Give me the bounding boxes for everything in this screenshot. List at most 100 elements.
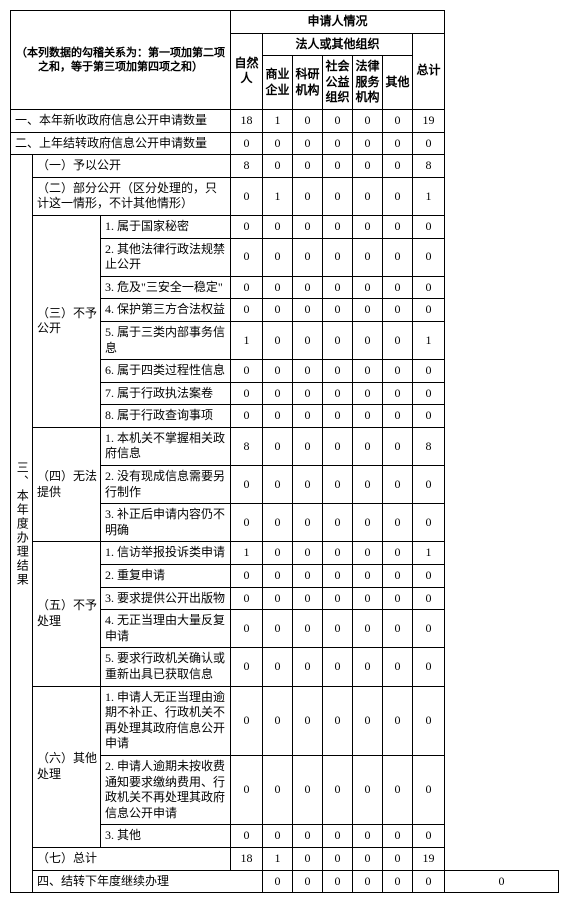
cell: 0 bbox=[293, 215, 323, 238]
cell: 0 bbox=[353, 427, 383, 465]
cell: 0 bbox=[231, 132, 263, 155]
cell: 0 bbox=[383, 825, 413, 848]
cell: 0 bbox=[231, 565, 263, 588]
cell: 0 bbox=[323, 382, 353, 405]
cell: 0 bbox=[383, 155, 413, 178]
header-total: 总计 bbox=[413, 33, 445, 109]
label-r3-title: 三、本年度办理结果 bbox=[11, 155, 33, 893]
cell: 0 bbox=[293, 870, 323, 893]
cell: 0 bbox=[231, 610, 263, 648]
header-sub-c2: 科研机构 bbox=[293, 56, 323, 110]
header-sub-c1: 商业企业 bbox=[263, 56, 293, 110]
cell: 0 bbox=[383, 870, 413, 893]
cell: 1 bbox=[413, 542, 445, 565]
cell: 0 bbox=[353, 321, 383, 359]
cell: 0 bbox=[323, 610, 353, 648]
label-r3-3-1: 1. 属于国家秘密 bbox=[101, 215, 231, 238]
label-r3-5: （五）不予处理 bbox=[33, 542, 101, 686]
label-r3-3-8: 8. 属于行政查询事项 bbox=[101, 405, 231, 428]
cell: 0 bbox=[293, 610, 323, 648]
cell: 0 bbox=[353, 686, 383, 755]
cell: 0 bbox=[413, 587, 445, 610]
cell: 0 bbox=[383, 405, 413, 428]
header-sub-c4: 法律服务机构 bbox=[353, 56, 383, 110]
cell: 0 bbox=[383, 238, 413, 276]
cell: 0 bbox=[231, 276, 263, 299]
cell: 0 bbox=[263, 587, 293, 610]
cell: 0 bbox=[383, 504, 413, 542]
cell: 0 bbox=[263, 466, 293, 504]
cell: 0 bbox=[323, 870, 353, 893]
row-r4: 四、结转下年度继续办理 0 0 0 0 0 0 0 bbox=[11, 870, 559, 893]
cell: 0 bbox=[323, 565, 353, 588]
row-r3-1: 三、本年度办理结果 （一）予以公开 8 0 0 0 0 0 8 bbox=[11, 155, 559, 178]
cell: 0 bbox=[231, 648, 263, 686]
cell: 8 bbox=[231, 427, 263, 465]
label-r2: 二、上年结转政府信息公开申请数量 bbox=[11, 132, 231, 155]
cell: 0 bbox=[263, 870, 293, 893]
label-r3-3-7: 7. 属于行政执法案卷 bbox=[101, 382, 231, 405]
cell: 19 bbox=[413, 847, 445, 870]
label-r3-3-4: 4. 保护第三方合法权益 bbox=[101, 299, 231, 322]
cell: 0 bbox=[353, 755, 383, 824]
cell: 0 bbox=[413, 132, 445, 155]
cell: 0 bbox=[353, 238, 383, 276]
cell: 0 bbox=[231, 755, 263, 824]
cell: 0 bbox=[263, 504, 293, 542]
cell: 0 bbox=[323, 587, 353, 610]
cell: 0 bbox=[323, 405, 353, 428]
label-r3-6-2: 2. 申请人逾期未按收费通知要求缴纳费用、行政机关不再处理其政府信息公开申请 bbox=[101, 755, 231, 824]
cell: 0 bbox=[353, 276, 383, 299]
label-r4: 四、结转下年度继续办理 bbox=[33, 870, 263, 893]
cell: 0 bbox=[413, 238, 445, 276]
row-r3-2: （二）部分公开（区分处理的，只计这一情形，不计其他情形） 0 1 0 0 0 0… bbox=[11, 177, 559, 215]
cell: 0 bbox=[231, 504, 263, 542]
cell: 0 bbox=[383, 565, 413, 588]
cell: 0 bbox=[353, 215, 383, 238]
cell: 0 bbox=[323, 825, 353, 848]
cell: 0 bbox=[383, 755, 413, 824]
cell: 0 bbox=[413, 299, 445, 322]
cell: 0 bbox=[413, 610, 445, 648]
cell: 0 bbox=[413, 466, 445, 504]
cell: 0 bbox=[231, 238, 263, 276]
row-r2: 二、上年结转政府信息公开申请数量 0 0 0 0 0 0 0 bbox=[11, 132, 559, 155]
label-r3-4-2: 2. 没有现成信息需要另行制作 bbox=[101, 466, 231, 504]
cell: 0 bbox=[383, 382, 413, 405]
cell: 0 bbox=[293, 177, 323, 215]
label-r3-4-1: 1. 本机关不掌握相关政府信息 bbox=[101, 427, 231, 465]
cell: 0 bbox=[263, 542, 293, 565]
cell: 18 bbox=[231, 109, 263, 132]
cell: 0 bbox=[323, 299, 353, 322]
label-r3-3: （三）不予公开 bbox=[33, 215, 101, 427]
cell: 0 bbox=[293, 565, 323, 588]
cell: 0 bbox=[323, 542, 353, 565]
cell: 0 bbox=[353, 405, 383, 428]
cell: 0 bbox=[353, 587, 383, 610]
cell: 0 bbox=[353, 610, 383, 648]
label-r3-7: （七）总计 bbox=[33, 847, 231, 870]
row-r3-6-1: （六）其他处理 1. 申请人无正当理由逾期不补正、行政机关不再处理其政府信息公开… bbox=[11, 686, 559, 755]
cell: 0 bbox=[413, 565, 445, 588]
cell: 0 bbox=[323, 504, 353, 542]
label-r3-3-3: 3. 危及"三安全一稳定" bbox=[101, 276, 231, 299]
cell: 0 bbox=[231, 177, 263, 215]
cell: 0 bbox=[263, 215, 293, 238]
label-r3-5-4: 4. 无正当理由大量反复申请 bbox=[101, 610, 231, 648]
cell: 0 bbox=[323, 238, 353, 276]
cell: 0 bbox=[383, 109, 413, 132]
cell: 0 bbox=[293, 648, 323, 686]
cell: 0 bbox=[293, 321, 323, 359]
label-r3-1: （一）予以公开 bbox=[33, 155, 231, 178]
cell: 0 bbox=[293, 155, 323, 178]
label-r3-5-1: 1. 信访举报投诉类申请 bbox=[101, 542, 231, 565]
cell: 0 bbox=[263, 686, 293, 755]
label-r3-5-5: 5. 要求行政机关确认或重新出具已获取信息 bbox=[101, 648, 231, 686]
cell: 0 bbox=[323, 109, 353, 132]
cell: 1 bbox=[263, 177, 293, 215]
header-legal-org: 法人或其他组织 bbox=[263, 33, 413, 56]
cell: 0 bbox=[263, 155, 293, 178]
cell: 0 bbox=[383, 466, 413, 504]
cell: 0 bbox=[353, 542, 383, 565]
cell: 0 bbox=[263, 276, 293, 299]
